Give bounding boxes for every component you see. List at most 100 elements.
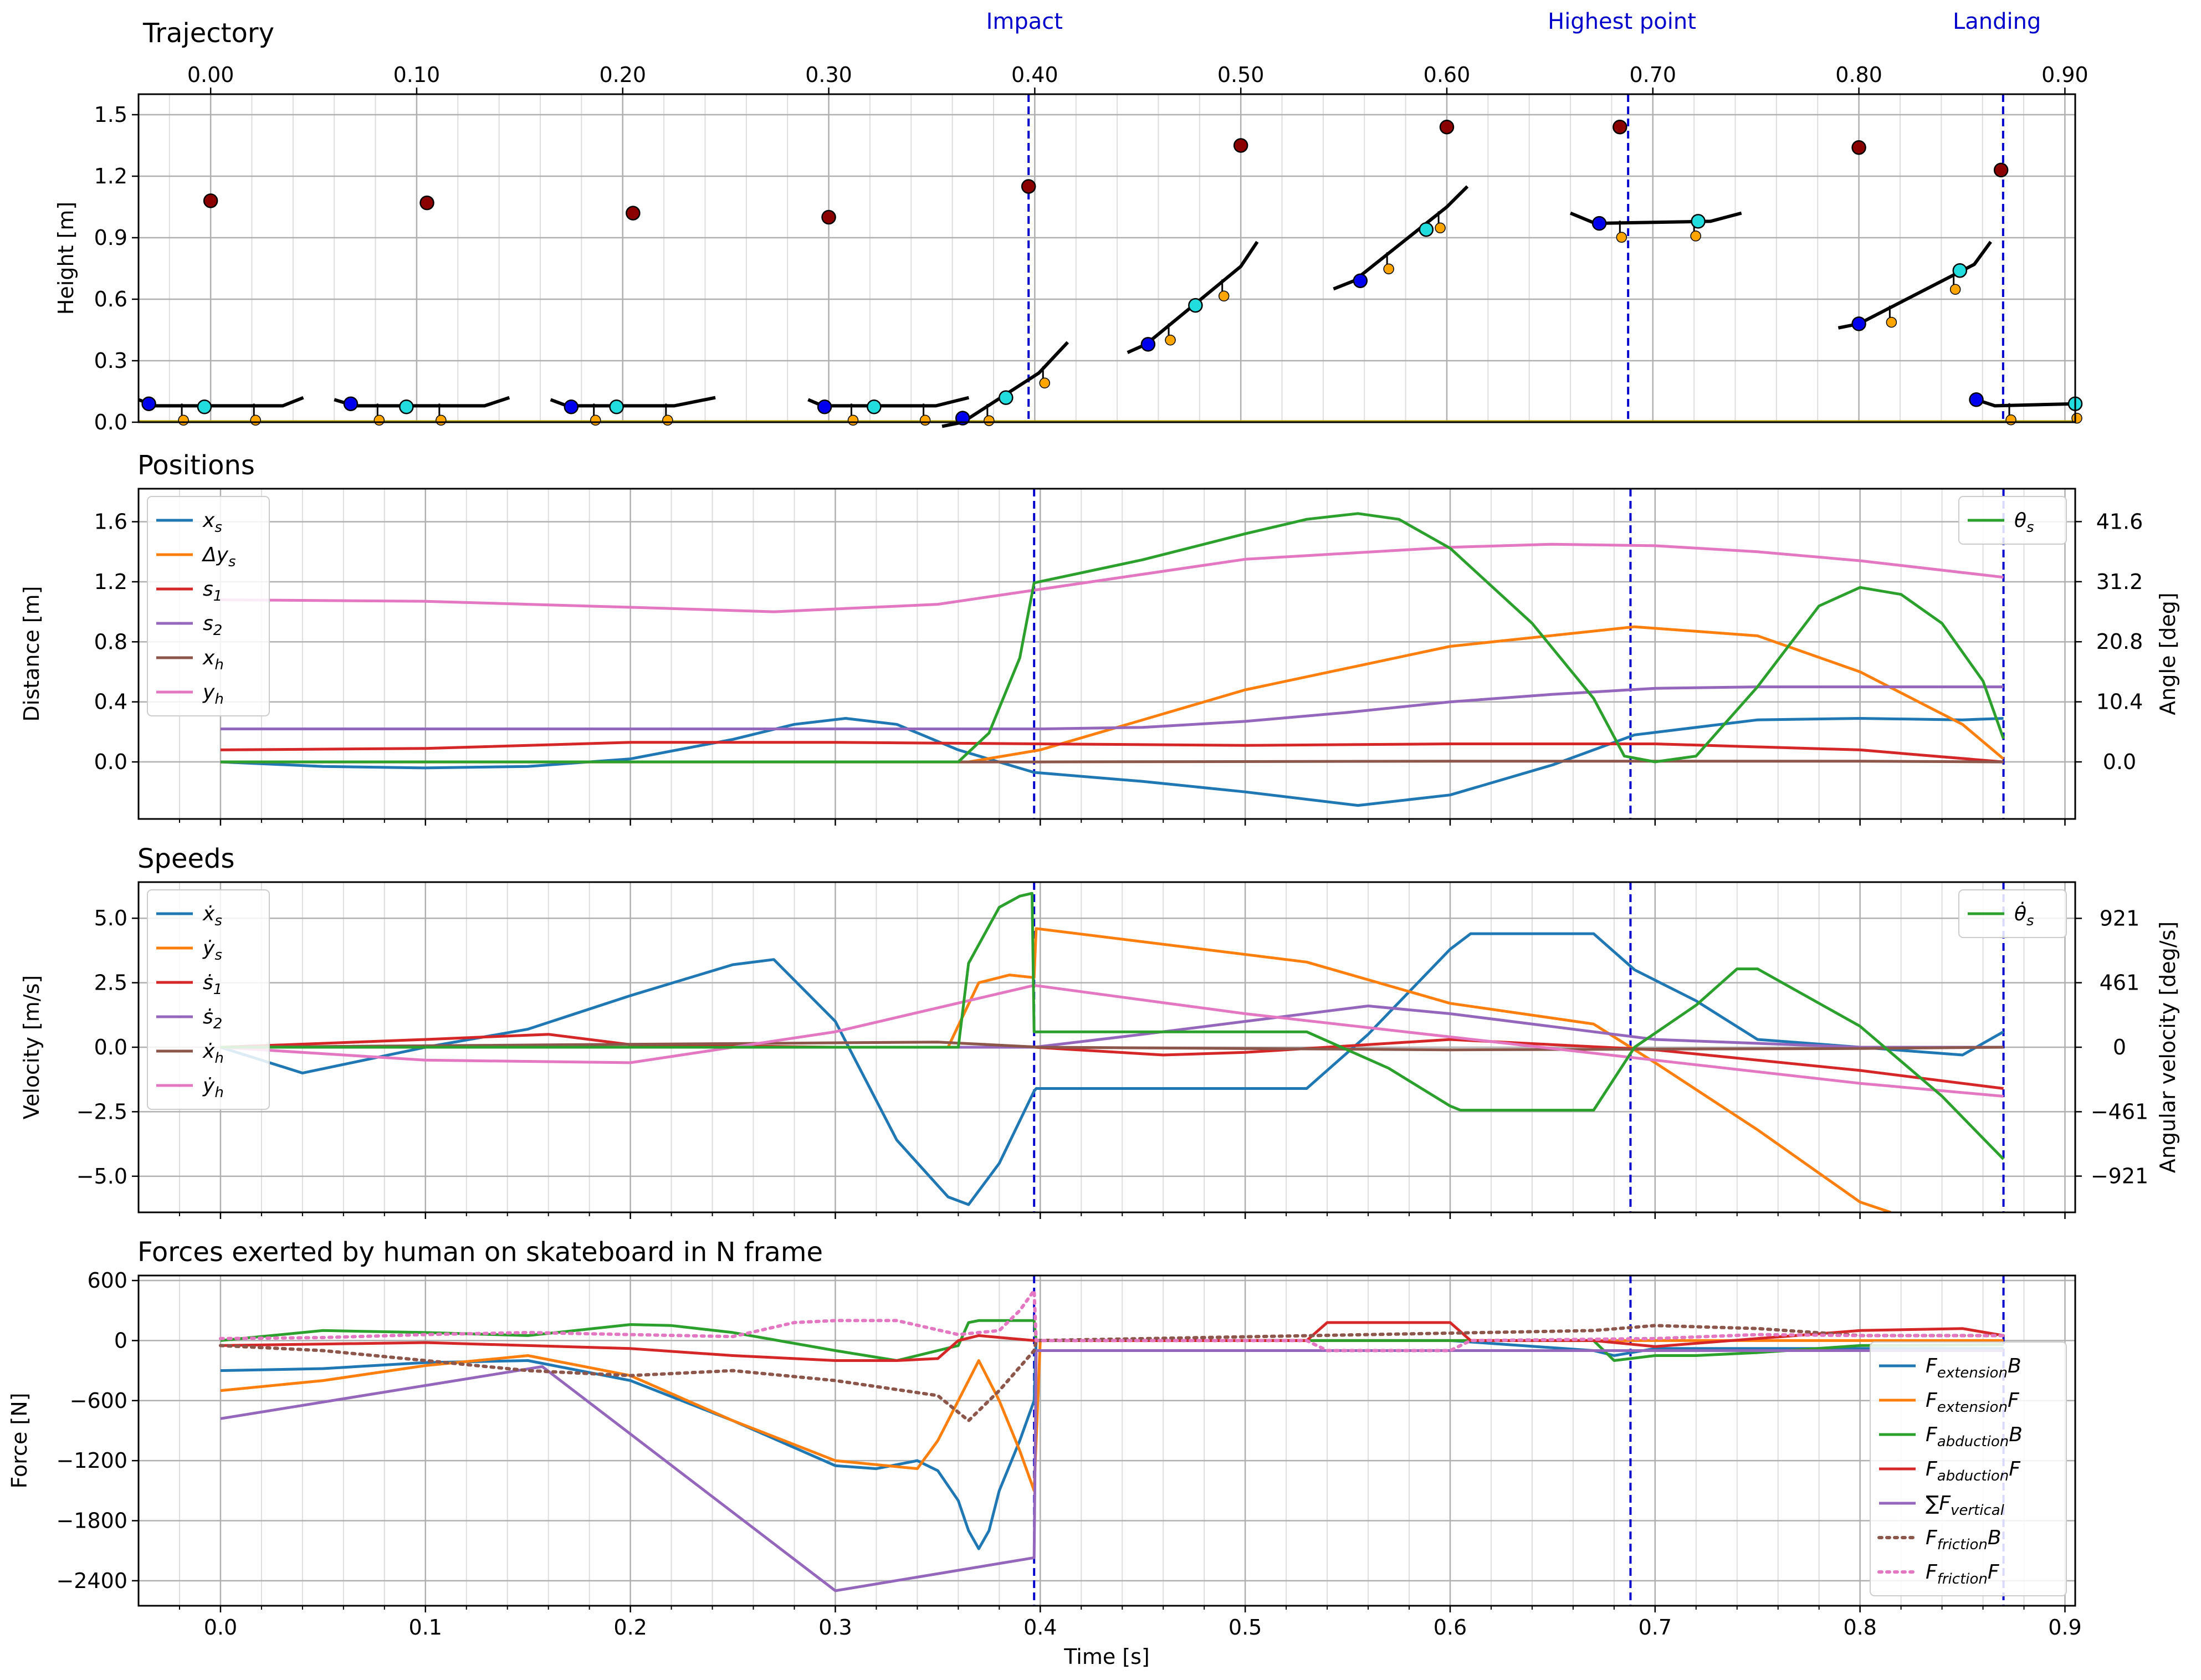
back-wheel-marker	[1969, 392, 1984, 407]
legend-label: ẋh	[202, 1040, 224, 1067]
skateboard-deck	[807, 396, 970, 408]
front-wheel-marker	[609, 399, 624, 414]
head-marker	[626, 206, 641, 221]
skateboard-deck	[1837, 240, 1992, 330]
y-tick-label: 0	[114, 1328, 127, 1353]
skateboard-deck	[1975, 398, 2076, 408]
board-snapshot-8	[1569, 211, 1742, 243]
series-line-x-s	[220, 717, 2004, 807]
legend-label: Δys	[201, 544, 236, 570]
front-wheel-marker	[867, 399, 882, 414]
series-line--s	[220, 512, 2005, 764]
head-marker	[1993, 162, 2009, 178]
x-tick-label: 0.10	[393, 63, 441, 87]
x-tick-label: 0.6	[1434, 1615, 1467, 1640]
x-tick-label: 0.90	[2041, 63, 2089, 87]
event-label-impact: Impact	[986, 9, 1063, 34]
legend-label: ẏs	[202, 937, 222, 964]
y2-tick-label: 461	[2100, 971, 2140, 995]
board-snapshot-5	[941, 341, 1069, 428]
x-tick-label: 0.7	[1639, 1615, 1672, 1640]
board-snapshot-2	[334, 396, 510, 426]
foot-marker	[1886, 316, 1897, 328]
head-marker	[1851, 140, 1866, 155]
series-line--F-vertical	[220, 1349, 2004, 1592]
y2-tick-label: 0	[2113, 1035, 2126, 1059]
legend-label: FabductionB	[1926, 1423, 2023, 1450]
trajectory-title: Trajectory	[142, 18, 274, 49]
panel-speeds: Speeds	[137, 843, 234, 874]
x-tick-label: 0.80	[1835, 63, 1882, 87]
head-marker	[1613, 119, 1627, 135]
y-tick-label: −600	[70, 1389, 127, 1413]
axes-frame	[137, 1274, 2076, 1607]
x-axis-label: Time [s]	[1063, 1645, 1150, 1669]
legend-frame	[147, 889, 270, 1110]
y-tick-label: −1800	[56, 1508, 127, 1533]
legend-frame	[1958, 889, 2067, 938]
foot-marker	[1949, 284, 1961, 295]
head-marker	[1233, 138, 1248, 153]
series-line--1	[220, 1033, 2004, 1090]
front-wheel-marker	[1691, 214, 1706, 229]
series-line-s-2	[220, 685, 2004, 730]
axes-frame	[137, 881, 2076, 1213]
y2-tick-label: 10.4	[2096, 690, 2143, 714]
legend-frame	[1958, 496, 2067, 545]
series-line--s	[220, 932, 2004, 1206]
skateboard-deck	[137, 396, 304, 408]
y-tick-label: 2.5	[94, 971, 127, 995]
foot-marker	[847, 414, 859, 426]
front-wheel-marker	[999, 390, 1014, 405]
foot-marker	[250, 414, 261, 426]
y2-tick-label: 41.6	[2096, 509, 2143, 534]
legend-label: ẋs	[202, 903, 222, 929]
legend-label: xs	[202, 509, 222, 536]
panel-4-axes: −2400 −1800 −1200 −600 0 600	[56, 1268, 2075, 1606]
x-tick-label: 0.70	[1629, 63, 1676, 87]
foot-marker	[1039, 377, 1050, 389]
foot-marker	[436, 414, 447, 426]
head-marker	[1021, 179, 1036, 194]
head-marker	[1439, 119, 1455, 135]
y-tick-label: −2.5	[76, 1099, 127, 1124]
board-snapshot-3	[550, 396, 716, 426]
axes-frame	[137, 93, 2076, 423]
foot-marker	[1383, 263, 1394, 275]
legend-left: ẋs ẏs ṡ1 ṡ2 ẋh ẏh	[147, 889, 270, 1110]
y2-tick-label: −461	[2091, 1099, 2148, 1124]
foot-marker	[1616, 232, 1627, 243]
back-wheel-marker	[564, 399, 579, 414]
forces-title: Forces exerted by human on skateboard in…	[137, 1237, 823, 1268]
y-tick-label: −2400	[56, 1569, 127, 1593]
legend-label: FfrictionB	[1926, 1527, 2002, 1553]
y-axis-label: Distance [m]	[19, 586, 44, 722]
x-tick-label: 0.2	[613, 1615, 647, 1640]
y2-tick-label: −921	[2091, 1164, 2148, 1189]
positions-title: Positions	[137, 450, 255, 481]
legend-label: xh	[202, 647, 224, 673]
foot-marker	[1165, 335, 1176, 346]
x-tick-label: 0.1	[409, 1615, 442, 1640]
foot-marker	[2005, 414, 2016, 426]
y-tick-label: 0.3	[94, 349, 127, 373]
y-tick-label: 0.0	[94, 410, 127, 434]
front-wheel-marker	[399, 399, 414, 414]
y-tick-label: 5.0	[94, 906, 127, 930]
y2-tick-label: 31.2	[2096, 570, 2143, 594]
event-label-landing: Landing	[1953, 9, 2041, 34]
back-wheel-marker	[1353, 273, 1368, 288]
series-group	[220, 512, 2005, 807]
series-group	[218, 1289, 2005, 1592]
y-tick-label: 0.0	[94, 750, 127, 774]
series-line--s	[220, 927, 1891, 1212]
panel-1-axes: 0.0 0.3 0.6 0.9 1.2 1.5	[94, 94, 2075, 434]
speeds-title: Speeds	[137, 843, 234, 874]
series-line-F-friction-B	[218, 1324, 2005, 1422]
y-tick-label: 0.6	[94, 287, 127, 311]
y-tick-label: 1.2	[94, 570, 127, 594]
legend-frame	[1870, 1341, 2067, 1596]
y-axis-label: Velocity [m/s]	[19, 975, 44, 1119]
back-wheel-marker	[1140, 337, 1156, 352]
